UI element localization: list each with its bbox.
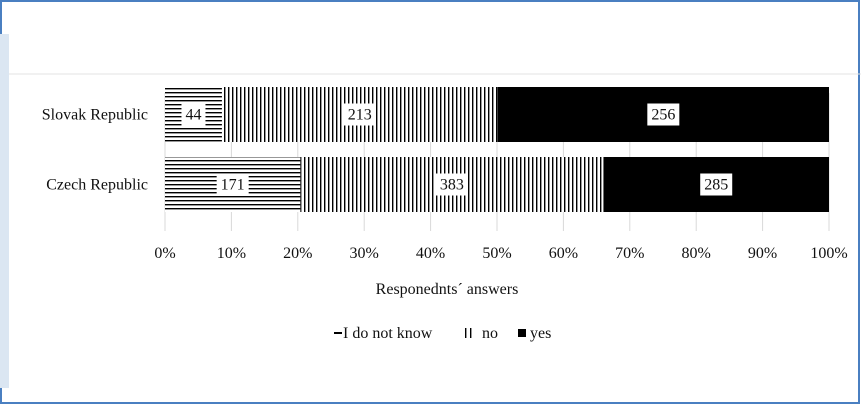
data-label-bg [343,103,376,126]
data-label-bg [700,173,733,196]
x-tick-label: 0% [154,245,175,262]
data-label: 285 [704,177,728,194]
x-tick-labels: 0% 10% 20% 30% 40% 50% 60% 70% 80% 90% 100% [154,245,847,262]
category-label: Czech Republic [46,177,148,194]
x-axis-label: Responednts´ answers [376,281,519,298]
x-tick-label: 50% [482,245,511,262]
x-tick-label: 90% [748,245,777,262]
legend: I do not know no yes [334,325,551,342]
data-label: 213 [348,107,372,124]
bars: 44 213 256 171 383 285 [165,87,829,212]
x-tick-label: 70% [615,245,644,262]
x-tick-label: 100% [810,245,847,262]
data-label: 171 [221,177,245,194]
data-label: 383 [440,177,464,194]
data-label: 44 [185,107,201,124]
data-label-bg [435,173,468,196]
legend-label: no [482,325,498,342]
x-tick-label: 60% [549,245,578,262]
x-tick-label: 40% [416,245,445,262]
category-labels: Slovak Republic Czech Republic [42,107,148,194]
legend-label: I do not know [343,325,433,342]
x-tick-label: 10% [217,245,246,262]
x-tick-label: 20% [283,245,312,262]
x-tick-label: 80% [682,245,711,262]
legend-swatch [465,328,472,338]
legend-label: yes [530,325,551,342]
legend-swatch [334,332,342,334]
x-tick-label: 30% [350,245,379,262]
data-label: 256 [651,107,675,124]
data-label-bg [181,103,206,126]
data-label-bg [647,103,680,126]
legend-swatch [518,329,526,337]
category-label: Slovak Republic [42,107,148,124]
data-label-bg [216,173,249,196]
